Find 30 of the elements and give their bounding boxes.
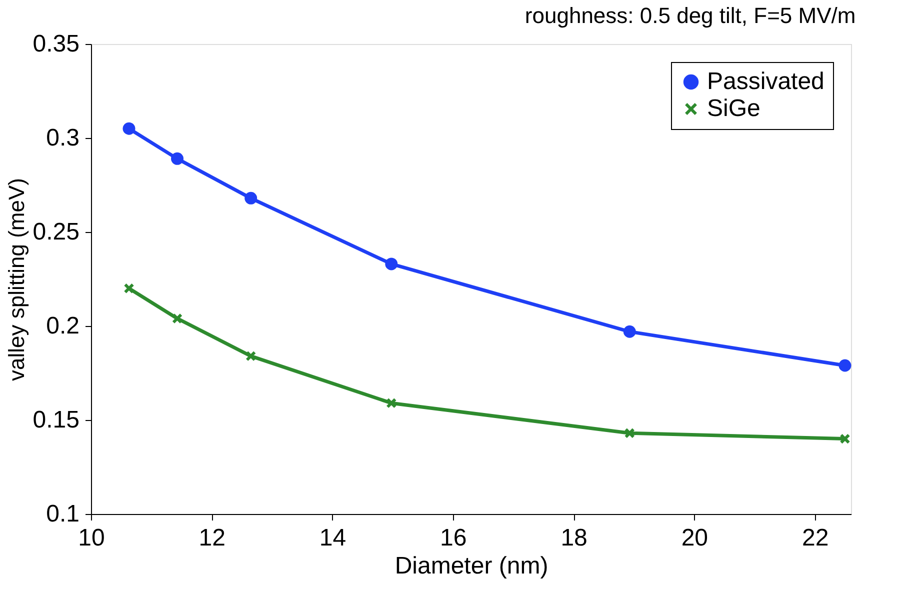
- point: [122, 122, 136, 135]
- x-tick-label: 12: [198, 524, 226, 552]
- y-tick-label: 0.35: [32, 30, 80, 58]
- point: [246, 350, 256, 362]
- point: [244, 192, 258, 204]
- point: [386, 398, 397, 408]
- x-tick-label: 20: [681, 524, 708, 552]
- point: [623, 325, 636, 338]
- x-tick-label: 14: [319, 524, 346, 552]
- point: [385, 258, 398, 270]
- point: [171, 152, 184, 165]
- y-axis-title: valley splitting (meV): [4, 178, 29, 381]
- legend-label: Passivated: [707, 68, 824, 95]
- y-tick-label: 0.3: [46, 124, 80, 152]
- point: [172, 313, 183, 324]
- x-tick-label: 10: [78, 524, 105, 552]
- point: [624, 428, 635, 438]
- y-tick-label: 0.1: [46, 500, 80, 528]
- point: [840, 434, 850, 444]
- x-tick-label: 18: [560, 524, 588, 552]
- x-tick-label: 22: [802, 524, 829, 552]
- legend-label: SiGe: [707, 95, 760, 122]
- x-axis-title: Diameter (nm): [394, 552, 548, 580]
- x-tick-label: 16: [440, 524, 467, 552]
- y-tick-label: 0.25: [32, 218, 80, 246]
- chart-title: roughness: 0.5 deg tilt, F=5 MV/m: [524, 3, 856, 28]
- point: [124, 283, 134, 294]
- point: [838, 359, 852, 372]
- y-tick-label: 0.15: [32, 406, 80, 434]
- y-tick-label: 0.2: [46, 312, 80, 340]
